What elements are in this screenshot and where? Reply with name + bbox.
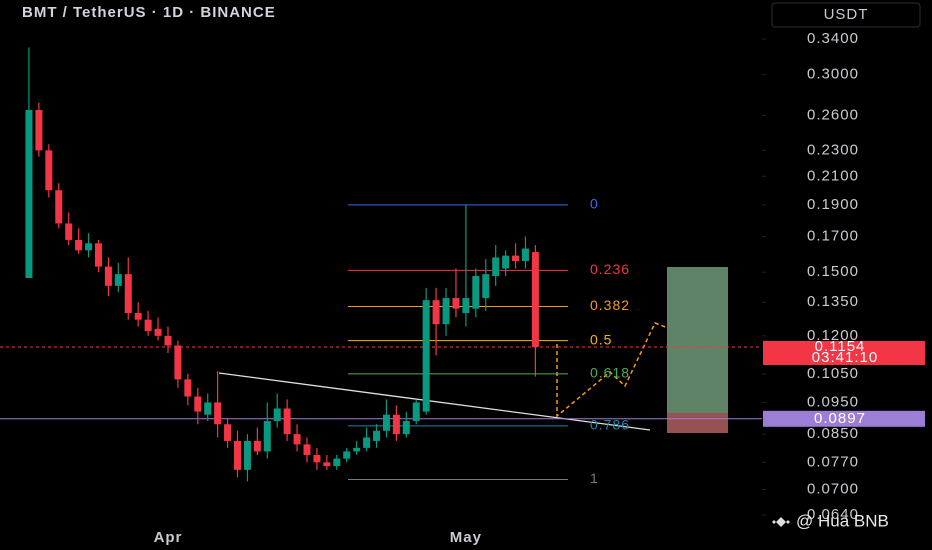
candle-body xyxy=(273,408,281,422)
y-tick-label: 0.0850 xyxy=(807,425,859,442)
price-tag-value: 0.1154 xyxy=(815,338,866,355)
candle-body xyxy=(214,402,222,425)
annotations xyxy=(218,267,728,433)
candle-body xyxy=(442,298,450,325)
candle-body xyxy=(502,255,510,269)
candle-body xyxy=(303,444,311,456)
candle-body xyxy=(55,190,63,224)
candle-body xyxy=(25,110,33,278)
candle-body xyxy=(333,458,341,467)
candle-body xyxy=(402,421,410,435)
candle-body xyxy=(174,345,182,380)
candle-body xyxy=(45,150,53,191)
y-tick-label: 0.1500 xyxy=(807,263,859,280)
x-tick-label: May xyxy=(450,529,482,546)
candle-body xyxy=(353,447,361,452)
chart-title: BMT / TetherUS · 1D · BINANCE xyxy=(22,4,276,21)
candle-body xyxy=(343,451,351,459)
candle-body xyxy=(194,396,202,412)
y-tick-label: 0.1900 xyxy=(807,196,859,213)
fib-label: 0.382 xyxy=(590,297,630,313)
fib-label: 0.618 xyxy=(590,365,630,381)
candle-body xyxy=(363,437,371,448)
target-zone xyxy=(667,267,728,413)
candle-body xyxy=(263,421,271,452)
fib-label: 0 xyxy=(590,196,599,212)
candle-body xyxy=(392,414,400,435)
candle-body xyxy=(373,430,381,441)
y-tick-label: 0.0640 xyxy=(807,506,859,523)
y-tick-label: 0.0770 xyxy=(807,453,859,470)
candle-body xyxy=(382,414,390,431)
candle-body xyxy=(492,257,500,277)
projection-path xyxy=(556,322,669,418)
candle-body xyxy=(114,274,122,286)
candle-body xyxy=(243,440,251,470)
trend-line xyxy=(218,372,651,431)
price-tag xyxy=(763,410,925,427)
fib-label: 0.236 xyxy=(590,261,630,277)
candle-body xyxy=(184,379,192,397)
y-tick-label: 0.1700 xyxy=(807,228,859,245)
y-tick-label: 0.1200 xyxy=(807,327,859,344)
y-tick-label: 0.0950 xyxy=(807,393,859,410)
candle-body xyxy=(462,298,470,314)
fib-label: 1 xyxy=(590,470,599,486)
candle-body xyxy=(323,462,331,467)
candle-body xyxy=(283,408,291,435)
candle-body xyxy=(164,335,172,346)
candle-body xyxy=(154,328,162,336)
candle-body xyxy=(313,455,321,463)
candle-body xyxy=(432,300,440,325)
candle-body xyxy=(531,252,539,347)
candle-body xyxy=(412,402,420,422)
candle-body xyxy=(521,248,529,262)
y-tick-label: 0.2100 xyxy=(807,167,859,184)
fib-label: 0.786 xyxy=(590,417,630,433)
candle-body xyxy=(472,276,480,309)
y-tick-label: 0.3000 xyxy=(807,66,859,83)
watermark: @ Hua BNB xyxy=(772,511,889,530)
candle-body xyxy=(452,298,460,309)
candle-body xyxy=(512,255,520,262)
candle-body xyxy=(124,274,132,314)
candle-body xyxy=(482,274,490,299)
candle-body xyxy=(94,243,102,267)
watermark-text: @ Hua BNB xyxy=(796,511,889,530)
candle-body xyxy=(422,300,430,412)
price-tag-value: 0.0897 xyxy=(814,410,866,427)
y-tick-label: 0.3400 xyxy=(807,30,859,47)
candle-body xyxy=(85,243,93,251)
candle-body xyxy=(204,402,212,415)
watermark-logo xyxy=(772,517,790,527)
candle-body xyxy=(293,434,301,445)
price-tag xyxy=(763,340,925,365)
candle-body xyxy=(233,440,241,470)
y-tick-label: 0.1350 xyxy=(807,293,859,310)
candle-body xyxy=(75,239,83,251)
candle-body xyxy=(134,313,142,320)
candle-body xyxy=(104,266,112,286)
y-tick-label: 0.1050 xyxy=(807,365,859,382)
fib-label: 0.5 xyxy=(590,331,612,347)
candle-body xyxy=(144,319,152,332)
y-tick-label: 0.2300 xyxy=(807,141,859,158)
candle-body xyxy=(35,110,43,151)
currency-label[interactable]: USDT xyxy=(824,6,869,23)
stop-zone xyxy=(667,413,728,433)
candle-body xyxy=(65,223,73,240)
currency-button[interactable] xyxy=(771,2,921,28)
y-tick-label: 0.0700 xyxy=(807,480,859,497)
price-tag-countdown: 03:41:10 xyxy=(812,349,878,366)
x-tick-label: Apr xyxy=(154,529,183,546)
y-tick-label: 0.2600 xyxy=(807,106,859,123)
candle-body xyxy=(224,424,232,441)
candle-body xyxy=(253,440,261,452)
